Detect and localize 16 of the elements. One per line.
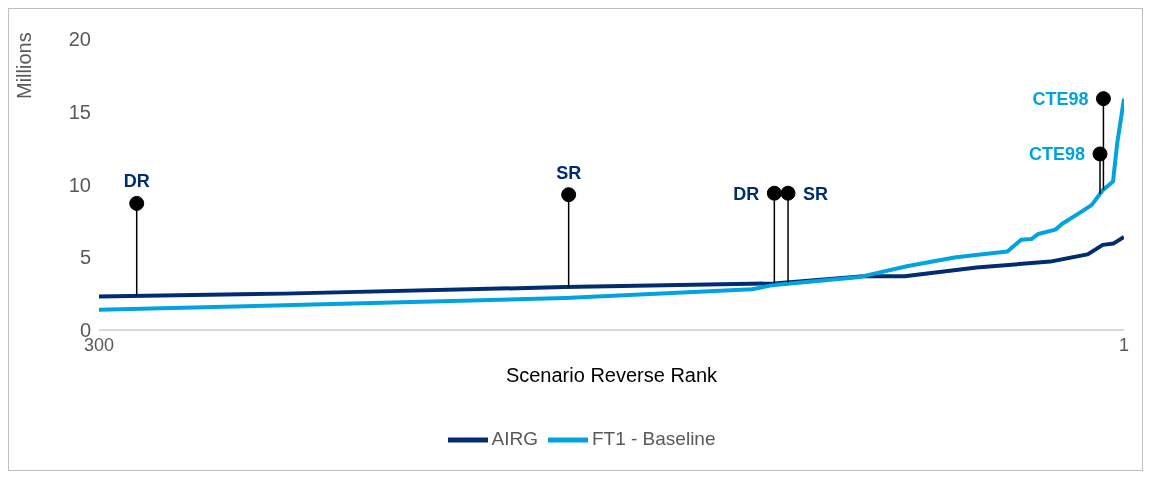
legend-label: FT1 - Baseline [591,428,716,450]
annotation: SR [556,162,582,183]
x-axis-title: Scenario Reverse Rank [505,364,719,386]
annotation: SR [803,183,829,204]
annotation: DR [123,171,150,192]
y-tick-label: 20 [68,28,91,51]
line-series [99,234,1124,299]
annotation: CTE98 [1028,144,1085,165]
y-tick-label: 15 [68,100,91,123]
annotation: DR [733,183,760,204]
x-tick-label: 1 [1118,334,1130,355]
annotation: CTE98 [1032,89,1089,110]
legend-label: AIRG [491,428,538,450]
y-tick-label: 10 [68,173,91,196]
y-tick-label: 5 [79,246,91,269]
y-axis-title: Millions [13,32,36,99]
